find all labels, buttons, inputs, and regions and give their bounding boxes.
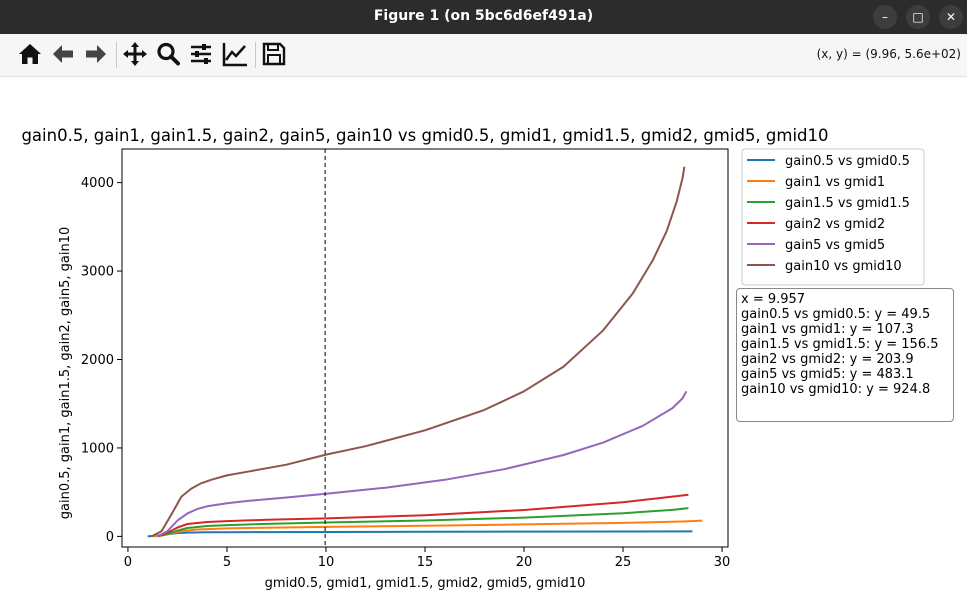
readout-line: gain10 vs gmid10: y = 924.8: [741, 382, 931, 397]
series-line-1: [147, 530, 693, 538]
arrow-right-icon: [86, 45, 106, 63]
x-tick-label: 5: [223, 555, 231, 570]
y-axis-label: gain0.5, gain1, gain1.5, gain2, gain5, g…: [58, 227, 73, 519]
y-tick-label: 1000: [81, 441, 114, 456]
floppy-disk-icon: [262, 42, 286, 66]
readout-line: gain1 vs gmid1: y = 107.3: [741, 322, 914, 337]
maximize-button[interactable]: □: [906, 5, 930, 29]
window-title: Figure 1 (on 5bc6d6ef491a): [373, 8, 594, 24]
readout-line: gain0.5 vs gmid0.5: y = 49.5: [741, 307, 931, 322]
x-tick-label: 0: [124, 555, 132, 570]
home-button[interactable]: [16, 40, 44, 68]
x-tick-label: 30: [714, 555, 731, 570]
minimize-button[interactable]: –: [873, 5, 897, 29]
edit-axis-button[interactable]: [221, 40, 249, 68]
readout-line: gain5 vs gmid5: y = 483.1: [741, 367, 914, 382]
series-line-6: [151, 166, 686, 538]
series-line-4: [157, 493, 689, 538]
forward-button[interactable]: [82, 40, 110, 68]
plot-frame: [121, 148, 729, 548]
zoom-button[interactable]: [154, 40, 182, 68]
line-chart[interactable]: gain0.5, gain1, gain1.5, gain2, gain5, g…: [0, 77, 967, 601]
configure-subplots-button[interactable]: [187, 40, 215, 68]
legend-label: gain1.5 vs gmid1.5: [785, 196, 910, 211]
y-tick-label: 3000: [81, 265, 114, 280]
y-tick-label: 4000: [81, 176, 114, 191]
move-icon: [123, 42, 147, 66]
series-line-3: [157, 507, 689, 538]
x-tick-label: 15: [417, 555, 434, 570]
toolbar-separator: [116, 42, 117, 68]
home-icon: [19, 44, 41, 64]
line-chart-icon: [222, 43, 247, 67]
legend-frame: [741, 148, 925, 286]
save-button[interactable]: [260, 40, 288, 68]
x-tick-label: 10: [318, 555, 335, 570]
window-titlebar: Figure 1 (on 5bc6d6ef491a) – □ ✕: [0, 0, 967, 34]
toolbar-separator: [255, 42, 256, 68]
magnifier-icon: [157, 42, 180, 66]
readout-line: gain2 vs gmid2: y = 203.9: [741, 352, 914, 367]
close-button[interactable]: ✕: [939, 5, 963, 29]
sliders-icon: [191, 44, 211, 64]
back-button[interactable]: [49, 40, 77, 68]
arrow-left-icon: [53, 45, 73, 63]
plot-area[interactable]: 0 5 10 15 20 25 30 0 1000 2000 3000 4000: [81, 148, 731, 570]
legend-label: gain5 vs gmid5: [785, 238, 885, 253]
chart-title: gain0.5, gain1, gain1.5, gain2, gain5, g…: [21, 126, 828, 145]
navigation-toolbar: (x, y) = (9.96, 5.6e+02): [0, 34, 967, 77]
series-line-5: [157, 390, 688, 538]
y-tick-label: 0: [106, 530, 114, 545]
figure-canvas[interactable]: gain0.5, gain1, gain1.5, gain2, gain5, g…: [0, 77, 967, 601]
legend-label: gain1 vs gmid1: [785, 175, 885, 190]
legend-label: gain0.5 vs gmid0.5: [785, 154, 910, 169]
readout-line: gain1.5 vs gmid1.5: y = 156.5: [741, 337, 939, 352]
pan-button[interactable]: [121, 40, 149, 68]
cursor-coordinates: (x, y) = (9.96, 5.6e+02): [816, 47, 961, 61]
series-line-2: [153, 519, 703, 538]
chart-legend: gain0.5 vs gmid0.5 gain1 vs gmid1 gain1.5 …: [741, 148, 925, 286]
x-axis-label: gmid0.5, gmid1, gmid1.5, gmid2, gmid5, g…: [265, 576, 586, 591]
legend-label: gain2 vs gmid2: [785, 217, 885, 232]
x-tick-label: 25: [615, 555, 632, 570]
x-tick-label: 20: [516, 555, 533, 570]
y-tick-label: 2000: [81, 353, 114, 368]
legend-label: gain10 vs gmid10: [785, 259, 902, 274]
cursor-readout-box: x = 9.957 gain0.5 vs gmid0.5: y = 49.5 g…: [736, 288, 954, 422]
readout-x-line: x = 9.957: [741, 292, 806, 307]
